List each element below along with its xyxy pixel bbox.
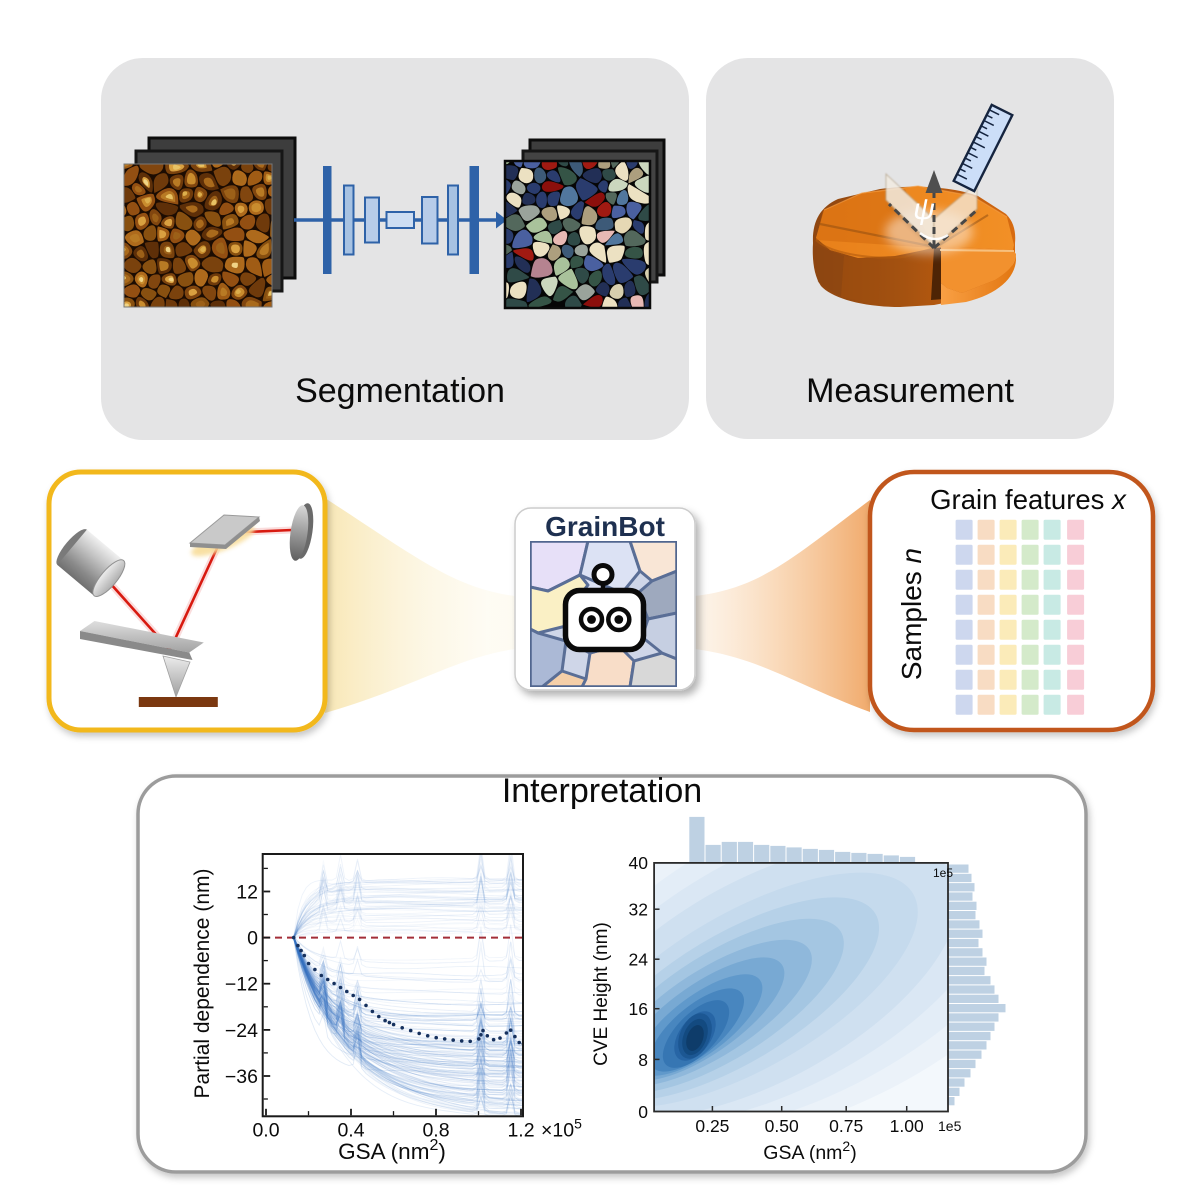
svg-text:Measurement: Measurement	[806, 372, 1014, 410]
svg-text:GSA (nm2): GSA (nm2)	[763, 1138, 856, 1164]
svg-text:24: 24	[629, 950, 649, 970]
svg-text:−36: −36	[225, 1066, 258, 1088]
svg-text:12: 12	[236, 882, 258, 904]
svg-text:0.75: 0.75	[829, 1116, 863, 1136]
svg-text:ψ: ψ	[913, 193, 935, 226]
svg-text:Partial dependence (nm): Partial dependence (nm)	[191, 869, 214, 1099]
svg-text:Interpretation: Interpretation	[502, 772, 702, 810]
svg-text:1e5: 1e5	[938, 1118, 962, 1134]
svg-text:0.50: 0.50	[765, 1116, 799, 1136]
svg-text:1.2: 1.2	[507, 1120, 534, 1142]
svg-text:1.00: 1.00	[890, 1116, 924, 1136]
svg-text:0.8: 0.8	[422, 1120, 449, 1142]
svg-text:0.0: 0.0	[252, 1120, 279, 1142]
svg-text:GrainBot: GrainBot	[545, 511, 665, 542]
svg-text:Grain features x: Grain features x	[930, 484, 1127, 515]
svg-text:32: 32	[629, 900, 648, 920]
svg-text:0: 0	[638, 1102, 648, 1122]
svg-text:−12: −12	[225, 974, 258, 996]
svg-text:0.25: 0.25	[695, 1116, 729, 1136]
svg-text:40: 40	[629, 853, 649, 873]
svg-text:GSA (nm2): GSA (nm2)	[338, 1137, 446, 1164]
svg-text:1e5: 1e5	[933, 866, 953, 880]
svg-text:0.4: 0.4	[337, 1120, 364, 1142]
svg-text:CVE Height (nm): CVE Height (nm)	[591, 922, 612, 1066]
svg-text:16: 16	[629, 999, 648, 1019]
svg-text:8: 8	[638, 1050, 648, 1070]
svg-text:0: 0	[247, 928, 258, 950]
svg-text:−24: −24	[225, 1020, 258, 1042]
svg-text:Samples n: Samples n	[896, 548, 927, 680]
svg-text:Segmentation: Segmentation	[295, 372, 505, 410]
